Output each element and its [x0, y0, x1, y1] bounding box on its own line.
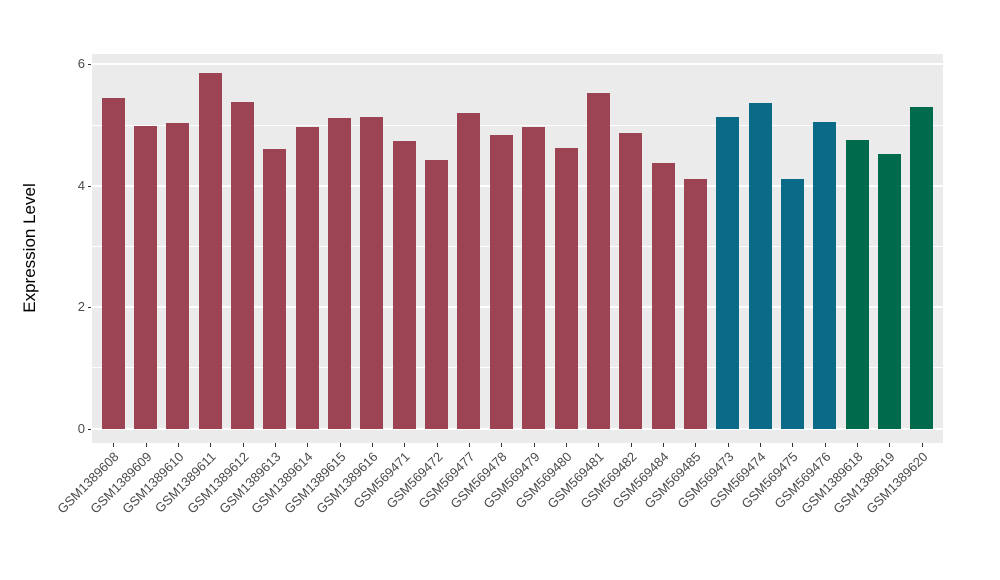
bar-GSM569474	[748, 102, 772, 429]
plot-panel	[92, 54, 943, 443]
y-tick-label: 6	[77, 56, 85, 72]
x-tick-mark	[339, 443, 341, 447]
x-tick-mark	[630, 443, 632, 447]
y-tick-mark	[88, 307, 91, 309]
x-tick-mark	[113, 443, 115, 447]
x-tick-mark	[404, 443, 406, 447]
bar-GSM1389614	[295, 127, 319, 429]
bar-GSM569476	[813, 122, 837, 429]
x-tick-mark	[177, 443, 179, 447]
bar-GSM569478	[489, 134, 513, 429]
bar-GSM1389612	[231, 101, 255, 429]
y-tick-mark	[88, 64, 91, 66]
gridline-major	[92, 306, 943, 309]
x-tick-mark	[727, 443, 729, 447]
x-tick-mark	[824, 443, 826, 447]
bar-GSM569475	[780, 178, 804, 429]
x-tick-mark	[598, 443, 600, 447]
y-axis-title: Expression Level	[20, 183, 39, 313]
gridline-major	[92, 427, 943, 430]
bar-GSM1389619	[877, 153, 901, 429]
bar-GSM569479	[522, 126, 546, 429]
bar-GSM1389615	[328, 117, 352, 429]
bar-GSM1389611	[198, 73, 222, 429]
bar-GSM569480	[554, 147, 578, 429]
x-tick-mark	[889, 443, 891, 447]
y-tick-label: 0	[77, 420, 85, 436]
bar-GSM569472	[425, 159, 449, 429]
x-tick-mark	[533, 443, 535, 447]
bar-GSM569484	[651, 162, 675, 429]
gridline-minor	[92, 367, 943, 369]
x-tick-mark	[145, 443, 147, 447]
y-tick-mark	[88, 185, 91, 187]
bar-GSM1389609	[134, 126, 158, 429]
bar-GSM569485	[683, 178, 707, 429]
y-tick-label: 2	[77, 299, 85, 315]
bar-GSM1389616	[360, 117, 384, 429]
x-tick-mark	[371, 443, 373, 447]
bar-GSM569471	[392, 140, 416, 429]
y-tick-label: 4	[77, 177, 85, 193]
x-tick-mark	[921, 443, 923, 447]
x-tick-mark	[436, 443, 438, 447]
x-tick-mark	[242, 443, 244, 447]
bar-GSM569481	[586, 93, 610, 429]
bar-GSM1389620	[910, 106, 934, 429]
gridline-minor	[92, 124, 943, 126]
bar-GSM1389613	[263, 149, 287, 429]
x-tick-mark	[307, 443, 309, 447]
gridline-minor	[92, 246, 943, 248]
gridline-major	[92, 184, 943, 187]
bar-GSM569473	[716, 117, 740, 429]
x-tick-mark	[695, 443, 697, 447]
bar-GSM1389608	[101, 97, 125, 429]
bar-GSM1389618	[845, 139, 869, 429]
x-tick-mark	[566, 443, 568, 447]
x-tick-mark	[501, 443, 503, 447]
x-tick-mark	[468, 443, 470, 447]
x-tick-mark	[274, 443, 276, 447]
x-tick-mark	[857, 443, 859, 447]
bar-GSM1389610	[166, 122, 190, 429]
bar-GSM569482	[619, 132, 643, 429]
gridline-major	[92, 63, 943, 66]
x-tick-mark	[210, 443, 212, 447]
x-tick-mark	[760, 443, 762, 447]
y-tick-mark	[88, 428, 91, 430]
x-tick-mark	[663, 443, 665, 447]
bar-GSM569477	[457, 112, 481, 429]
x-tick-mark	[792, 443, 794, 447]
